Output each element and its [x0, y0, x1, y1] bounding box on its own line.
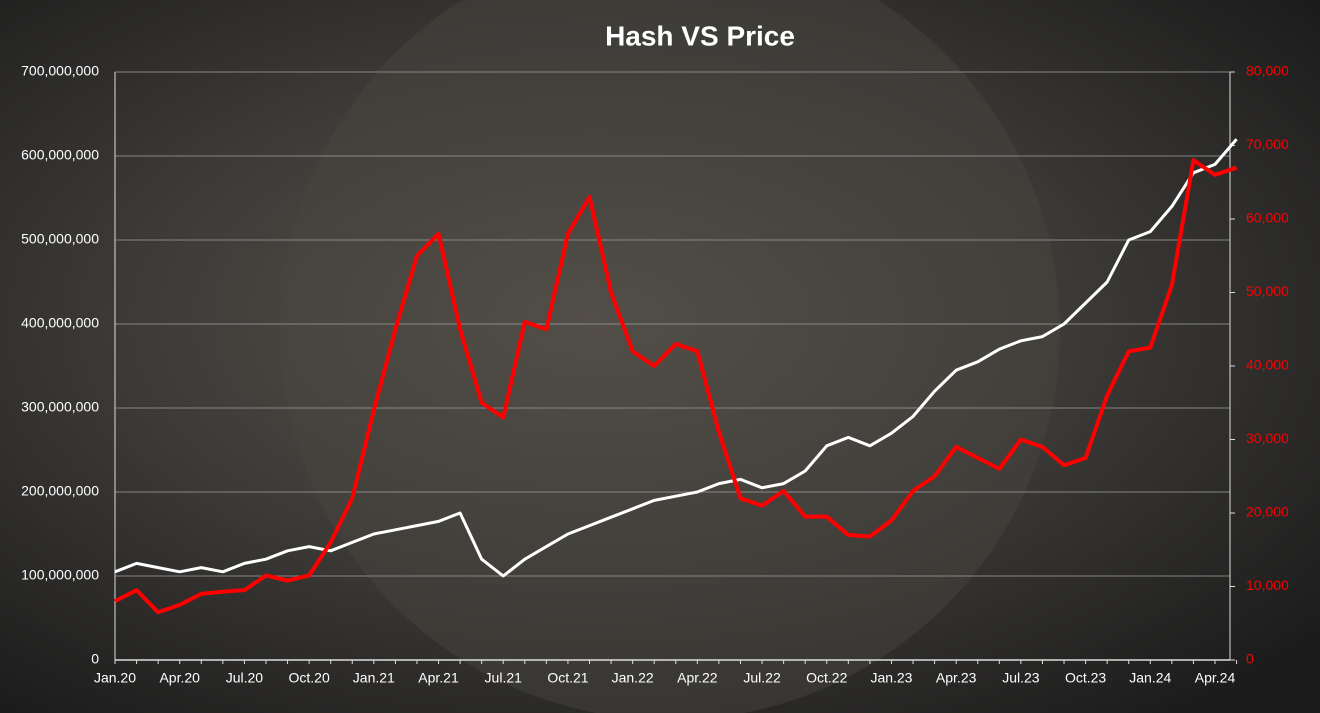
x-tick-label: Apr.23	[936, 670, 977, 686]
y2-tick-label: 0	[1246, 651, 1254, 667]
x-tick-label: Oct.22	[806, 670, 847, 686]
x-tick-label: Apr.20	[159, 670, 200, 686]
x-tick-label: Jan.24	[1129, 670, 1171, 686]
x-tick-label: Jan.22	[612, 670, 654, 686]
coin-backdrop	[280, 0, 1060, 713]
y2-tick-label: 60,000	[1246, 210, 1289, 226]
y2-tick-label: 80,000	[1246, 63, 1289, 79]
x-tick-label: Jan.20	[94, 670, 136, 686]
y2-tick-label: 70,000	[1246, 136, 1289, 152]
y2-tick-label: 20,000	[1246, 504, 1289, 520]
y2-tick-label: 50,000	[1246, 283, 1289, 299]
x-tick-label: Jul.21	[485, 670, 523, 686]
y2-tick-label: 10,000	[1246, 577, 1289, 593]
y-tick-label: 400,000,000	[21, 315, 99, 331]
x-tick-label: Apr.21	[418, 670, 459, 686]
y-tick-label: 100,000,000	[21, 567, 99, 583]
x-tick-label: Jul.23	[1002, 670, 1040, 686]
y-tick-label: 200,000,000	[21, 483, 99, 499]
y2-tick-label: 30,000	[1246, 430, 1289, 446]
y-tick-label: 600,000,000	[21, 147, 99, 163]
x-tick-label: Apr.24	[1195, 670, 1236, 686]
x-tick-label: Apr.22	[677, 670, 718, 686]
x-tick-label: Oct.21	[547, 670, 588, 686]
y2-tick-label: 40,000	[1246, 357, 1289, 373]
series-line	[114, 138, 1238, 578]
x-tick-label: Jul.22	[743, 670, 781, 686]
chart-title: Hash VS Price	[605, 20, 795, 51]
y-tick-label: 0	[91, 651, 99, 667]
y-tick-label: 300,000,000	[21, 399, 99, 415]
x-tick-label: Jan.21	[353, 670, 395, 686]
y-tick-label: 700,000,000	[21, 63, 99, 79]
x-tick-label: Jul.20	[226, 670, 264, 686]
series-line	[114, 158, 1238, 615]
x-tick-label: Jan.23	[870, 670, 912, 686]
x-tick-label: Oct.20	[288, 670, 329, 686]
y-tick-label: 500,000,000	[21, 231, 99, 247]
x-tick-label: Oct.23	[1065, 670, 1106, 686]
